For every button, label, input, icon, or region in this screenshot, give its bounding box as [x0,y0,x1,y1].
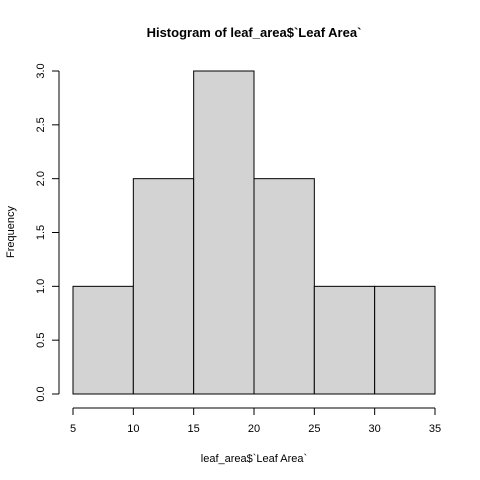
y-axis: 0.0 0.5 1.0 1.5 2.0 2.5 3.0 [35,63,60,402]
x-tick-label: 20 [248,423,260,435]
histogram-bar-5 [374,285,436,395]
x-tick-label: 30 [369,423,381,435]
y-tick-label: 2.0 [35,171,47,186]
x-tick-label: 15 [188,423,200,435]
histogram-bar-1 [132,178,195,395]
x-axis-label: leaf_area$`Leaf Area` [201,453,307,465]
x-tick-label: 10 [127,423,139,435]
y-tick-label: 2.5 [35,117,47,132]
histogram-bar-0 [72,285,134,395]
histogram-bar-2 [193,70,255,395]
y-tick-label: 0.5 [35,333,47,348]
histogram-bar-4 [313,285,376,395]
x-tick-label: 5 [70,423,76,435]
x-axis: 5 10 15 20 25 30 35 [70,407,441,435]
y-tick-label: 3.0 [35,63,47,78]
bars-group [72,70,436,395]
y-axis-label: Frequency [5,206,17,258]
y-tick-label: 1.5 [35,225,47,240]
chart-title: Histogram of leaf_area$`Leaf Area` [147,25,362,40]
x-tick-label: 25 [308,423,320,435]
histogram-bar-3 [253,178,315,395]
y-tick-label: 0.0 [35,386,47,401]
x-tick-label: 35 [429,423,441,435]
y-tick-label: 1.0 [35,279,47,294]
